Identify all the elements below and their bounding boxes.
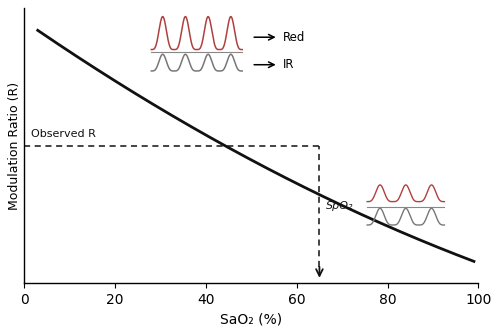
Text: IR: IR (283, 58, 294, 71)
Text: SpO₂: SpO₂ (326, 201, 354, 211)
X-axis label: SaO₂ (%): SaO₂ (%) (220, 313, 282, 327)
Text: Red: Red (283, 31, 306, 44)
Text: Observed R: Observed R (31, 129, 96, 139)
Y-axis label: Modulation Ratio (R): Modulation Ratio (R) (8, 82, 22, 210)
